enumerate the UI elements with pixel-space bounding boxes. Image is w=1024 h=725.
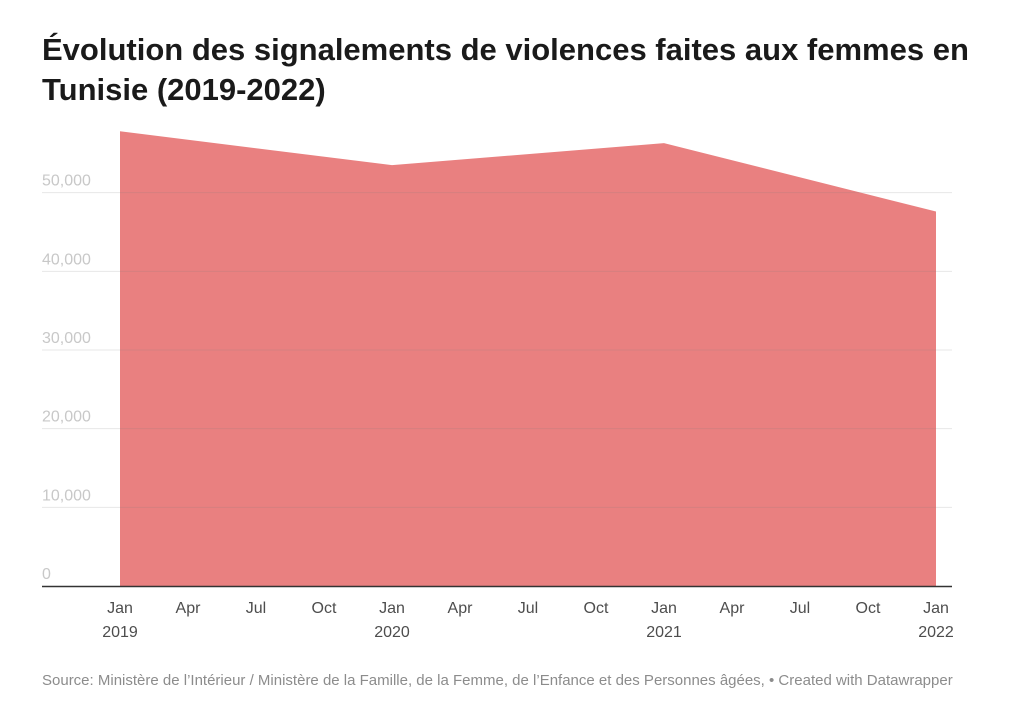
y-tick-label: 30,000 (42, 330, 91, 347)
x-tick-label: Jul (518, 600, 538, 617)
y-tick-label: 0 (42, 566, 51, 583)
x-tick-label: Oct (584, 600, 609, 617)
x-tick-label: Apr (448, 600, 474, 617)
y-tick-label: 50,000 (42, 173, 91, 190)
x-tick-year-label: 2021 (646, 624, 682, 641)
area-series (120, 131, 936, 586)
x-tick-label: Oct (312, 600, 337, 617)
x-tick-label: Jan (107, 600, 133, 617)
x-tick-label: Jan (379, 600, 405, 617)
x-tick-label: Apr (176, 600, 202, 617)
area-chart: 0 10,000 20,000 30,000 40,000 50,000 Jan 2019 Ap… (42, 131, 954, 641)
x-tick-year-label: 2022 (918, 624, 954, 641)
x-tick-label: Jul (790, 600, 810, 617)
x-tick-label: Jan (923, 600, 949, 617)
x-tick-label: Jul (246, 600, 266, 617)
x-tick-year-label: 2019 (102, 624, 138, 641)
x-tick-label: Oct (856, 600, 881, 617)
x-tick-label: Jan (651, 600, 677, 617)
x-tick-label: Apr (720, 600, 746, 617)
y-tick-label: 20,000 (42, 409, 91, 426)
x-tick-year-label: 2020 (374, 624, 410, 641)
y-tick-label: 40,000 (42, 251, 91, 268)
y-tick-label: 10,000 (42, 487, 91, 504)
chart-title: Évolution des signalements de violences … (42, 32, 969, 107)
source-footer: Source: Ministère de l’Intérieur / Minis… (42, 672, 953, 689)
